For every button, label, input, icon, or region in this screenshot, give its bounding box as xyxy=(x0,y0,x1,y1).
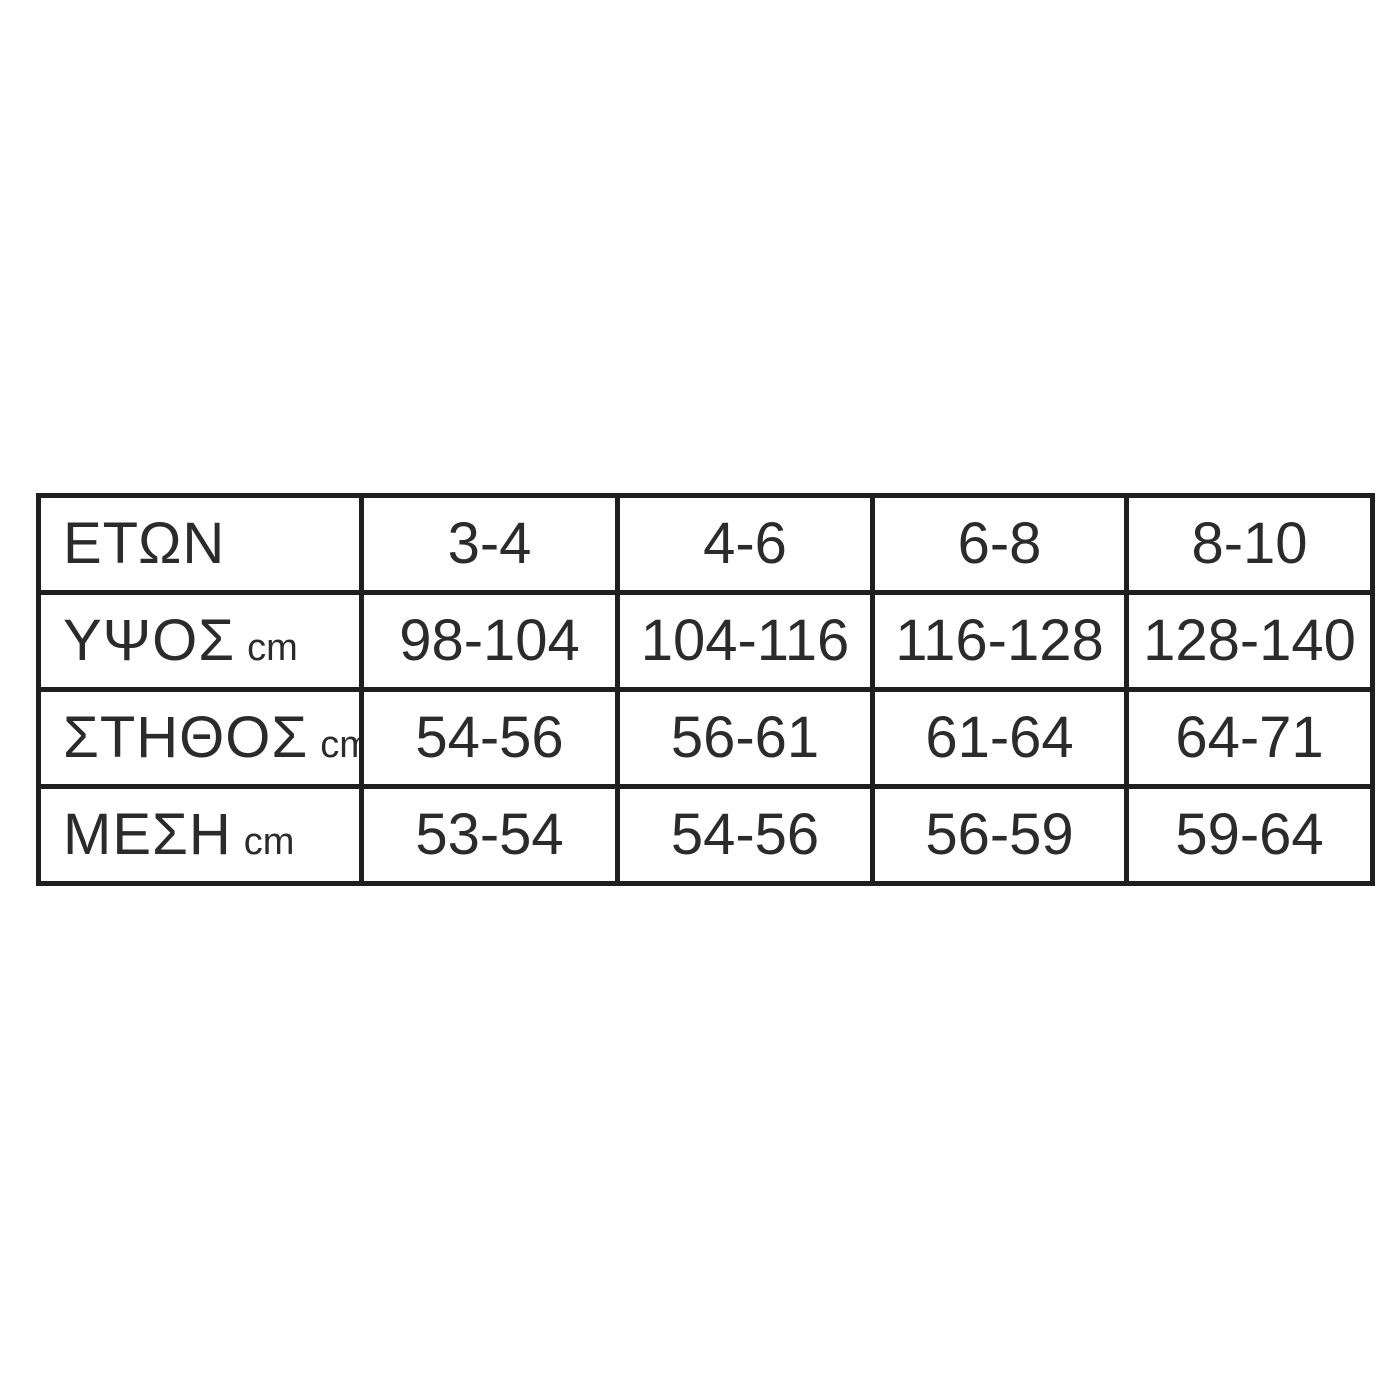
table-cell-years-4: 8-10 xyxy=(1124,493,1375,595)
table-cell-years-1: 3-4 xyxy=(359,493,620,595)
row-label-years: ΕΤΩΝ xyxy=(63,511,226,576)
table-cell-waist-3: 56-59 xyxy=(870,784,1129,886)
table-cell-chest-4: 64-71 xyxy=(1124,687,1375,789)
table-cell-chest-2: 56-61 xyxy=(615,687,875,789)
row-header-chest: ΣΤΗΘΟΣ cm xyxy=(36,687,364,789)
table-cell-height-2: 104-116 xyxy=(615,590,875,692)
table-cell-height-4: 128-140 xyxy=(1124,590,1375,692)
table-cell-years-2: 4-6 xyxy=(615,493,875,595)
table-cell-waist-4: 59-64 xyxy=(1124,784,1375,886)
table-cell-height-3: 116-128 xyxy=(870,590,1129,692)
table-cell-chest-1: 54-56 xyxy=(359,687,620,789)
table-row-waist: ΜΕΣΗ cm 53-54 54-56 56-59 59-64 xyxy=(36,784,1375,886)
row-label-height: ΥΨΟΣ xyxy=(63,608,236,673)
table-cell-chest-3: 61-64 xyxy=(870,687,1129,789)
table-row-height: ΥΨΟΣ cm 98-104 104-116 116-128 128-140 xyxy=(36,590,1375,692)
row-header-years: ΕΤΩΝ xyxy=(36,493,364,595)
row-header-height: ΥΨΟΣ cm xyxy=(36,590,364,692)
row-label-waist: ΜΕΣΗ xyxy=(63,802,232,867)
table-row-years: ΕΤΩΝ 3-4 4-6 6-8 8-10 xyxy=(36,493,1375,595)
table-cell-waist-1: 53-54 xyxy=(359,784,620,886)
row-label-chest: ΣΤΗΘΟΣ xyxy=(63,705,309,770)
table-cell-waist-2: 54-56 xyxy=(615,784,875,886)
table-row-chest: ΣΤΗΘΟΣ cm 54-56 56-61 61-64 64-71 xyxy=(36,687,1375,789)
unit-label: cm xyxy=(320,724,356,766)
row-header-waist: ΜΕΣΗ cm xyxy=(36,784,364,886)
unit-label: cm xyxy=(247,627,298,669)
table-cell-years-3: 6-8 xyxy=(870,493,1129,595)
size-chart-table: ΕΤΩΝ 3-4 4-6 6-8 8-10 ΥΨΟΣ cm 98-104 104-… xyxy=(36,493,1375,886)
table-cell-height-1: 98-104 xyxy=(359,590,620,692)
unit-label: cm xyxy=(243,821,295,863)
